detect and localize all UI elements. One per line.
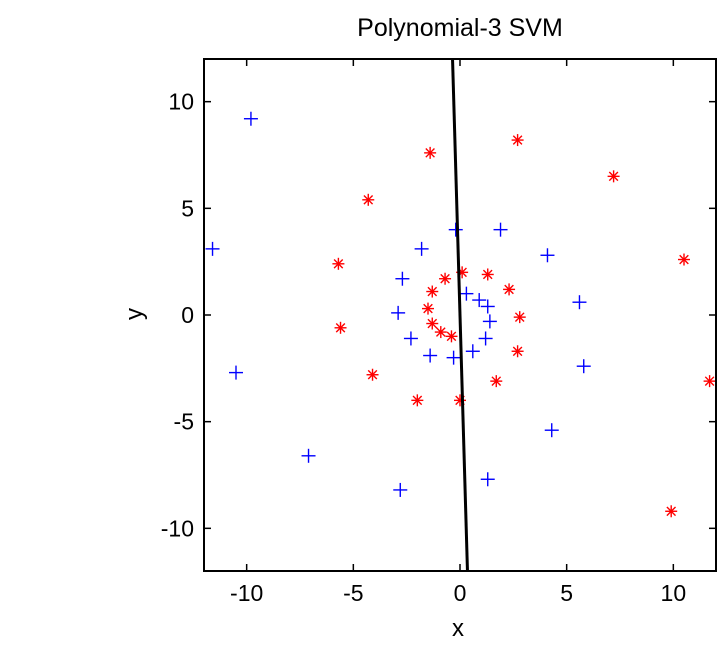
asterisk-marker-point [503,283,516,296]
asterisk-marker-stroke [704,376,715,386]
plus-marker-point [393,482,408,497]
asterisk-marker-stroke [504,284,514,295]
asterisk-marker-point [703,375,716,388]
y-tick-label: -5 [174,409,194,435]
x-tick-label: 10 [661,580,687,606]
asterisk-marker-point [426,285,439,298]
asterisk-marker-point [665,505,678,518]
asterisk-marker-point [481,268,494,281]
plus-marker-point [391,305,406,320]
asterisk-marker-point [422,302,434,315]
asterisk-marker-point [332,257,345,270]
asterisk-marker-stroke [427,318,438,329]
asterisk-marker-point [511,134,524,147]
x-tick-label: 5 [560,580,573,606]
asterisk-marker-stroke [440,273,450,284]
plus-marker-point [446,350,461,365]
plus-marker-point [482,314,497,329]
plus-marker-point [229,365,243,380]
asterisk-marker-point [424,146,437,159]
plus-marker-point [540,248,555,263]
y-tick-label: 10 [168,89,194,115]
asterisk-marker-stroke [608,171,619,182]
y-axis-label: y [121,308,148,320]
axes: -10 -5 0 5 10 -10 -5 0 5 10 [161,58,717,606]
plus-marker-point [205,241,220,256]
asterisk-marker-stroke [335,322,346,333]
plus-marker-point [414,241,429,256]
decision-boundary-line [451,59,469,571]
x-tick-label: -5 [343,580,363,606]
asterisk-marker-point [411,394,424,407]
asterisk-marker-stroke [512,346,523,357]
plus-marker-point [448,222,463,237]
plus-marker-point [465,344,480,359]
plus-marker-point [301,448,316,463]
asterisk-marker-point [490,375,503,388]
y-tick-label: 0 [181,302,194,328]
asterisk-marker-point [454,394,466,407]
plus-marker-point [480,472,495,487]
plus-marker-point [544,423,559,438]
asterisk-marker-point [362,193,375,206]
asterisk-marker-stroke [482,269,493,280]
asterisk-marker-stroke [512,135,523,145]
plus-marker-point [403,331,418,346]
asterisk-marker-stroke [427,286,438,297]
plus-marker-point [423,348,438,363]
plus-marker-point [395,271,410,286]
asterisk-marker-point [513,311,526,324]
x-axis-label: x [452,615,464,642]
plus-marker-point [576,359,591,374]
plus-marker-point [243,111,258,126]
asterisk-marker-stroke [367,369,378,380]
plus-marker-point [493,222,508,237]
asterisk-marker-stroke [491,376,502,386]
asterisk-marker-point [426,317,439,330]
asterisk-marker-point [439,272,452,285]
asterisk-marker-stroke [425,148,435,158]
x-tick-label: -10 [230,580,263,606]
asterisk-marker-stroke [679,254,689,265]
plus-marker-point [480,299,495,314]
plot-area [205,59,716,571]
x-tick-label: 0 [454,580,467,606]
asterisk-marker-stroke [446,331,457,342]
y-tick-label: 5 [181,195,194,221]
plus-marker-point [478,331,493,346]
asterisk-marker-point [607,170,620,183]
chart-title: Polynomial-3 SVM [357,14,563,42]
asterisk-marker-stroke [333,258,344,269]
asterisk-marker-stroke [363,194,374,205]
asterisk-marker-stroke [666,506,677,517]
plus-marker-point [572,295,587,310]
asterisk-marker-stroke [435,327,446,337]
asterisk-marker-stroke [514,312,525,322]
asterisk-marker-stroke [423,303,433,314]
asterisk-marker-stroke [412,395,423,406]
asterisk-marker-point [678,253,690,266]
asterisk-marker-point [434,326,447,339]
plus-marker-point [459,286,474,301]
plus-marker-point [472,293,487,308]
asterisk-marker-point [366,368,379,381]
asterisk-marker-point [334,321,347,334]
asterisk-marker-point [445,330,458,343]
asterisk-marker-point [511,345,524,358]
y-tick-label: -10 [161,515,194,541]
